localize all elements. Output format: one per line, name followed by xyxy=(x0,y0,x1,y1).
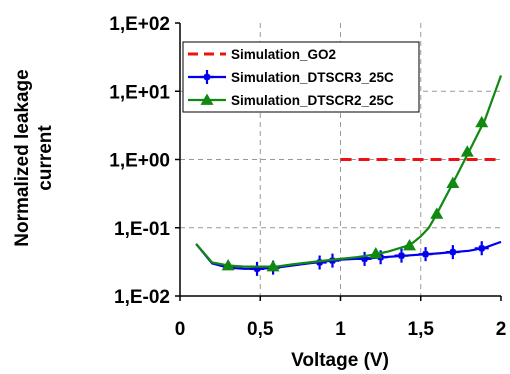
y-axis-label: Normalized leakage current xyxy=(12,69,56,246)
x-tick-label: 0,5 xyxy=(247,319,274,340)
legend: Simulation_GO2 Simulation_DTSCR3_25C Simul… xyxy=(182,41,420,113)
star-marker-core xyxy=(450,249,456,255)
triangle-marker xyxy=(430,207,444,219)
x-tick-label: 1,5 xyxy=(408,319,435,340)
star-marker-core xyxy=(423,251,428,257)
y-tick-label: 1,E+01 xyxy=(109,82,170,103)
series-layer xyxy=(195,75,503,276)
triangle-marker xyxy=(403,238,417,251)
tick-labels: 1,E-02 1,E-01 1,E+00 1,E+01 1,E+02 0 0,5 1 1,5 2 xyxy=(109,14,506,340)
y-tick-label: 1,E-02 xyxy=(114,287,170,308)
series-Simulation_DTSCR2_25C xyxy=(195,75,503,272)
y-axis-label-line-2: current xyxy=(35,125,56,191)
legend-entry: Simulation_DTSCR3_25C xyxy=(188,70,394,85)
star-marker-core xyxy=(204,74,210,80)
y-tick-label: 1,E+02 xyxy=(109,14,170,35)
legend-label: Simulation_DTSCR3_25C xyxy=(231,70,394,85)
y-tick-label: 1,E+00 xyxy=(109,151,170,172)
y-tick-label: 1,E-01 xyxy=(114,219,170,240)
triangle-marker xyxy=(221,258,235,271)
triangle-marker xyxy=(475,115,489,128)
x-tick-label: 0 xyxy=(175,319,186,340)
series-line xyxy=(195,75,503,268)
triangle-marker xyxy=(446,176,460,189)
star-marker-core xyxy=(362,256,367,262)
x-tick-label: 2 xyxy=(496,319,507,340)
legend-entry: Simulation_GO2 xyxy=(188,47,336,62)
y-axis-label-line-1: Normalized leakage xyxy=(12,69,33,246)
legend-label: Simulation_DTSCR2_25C xyxy=(231,93,394,108)
axes xyxy=(175,22,502,301)
triangle-marker xyxy=(200,93,214,105)
legend-entry: Simulation_DTSCR2_25C xyxy=(188,93,394,108)
star-marker-core xyxy=(479,245,485,251)
triangle-marker xyxy=(369,246,383,259)
x-tick-label: 1 xyxy=(335,319,346,340)
star-marker-core xyxy=(399,253,404,258)
triangle-marker xyxy=(266,260,280,272)
triangle-marker xyxy=(460,145,474,157)
x-axis-label: Voltage (V) xyxy=(291,350,389,371)
legend-label: Simulation_GO2 xyxy=(231,47,336,62)
